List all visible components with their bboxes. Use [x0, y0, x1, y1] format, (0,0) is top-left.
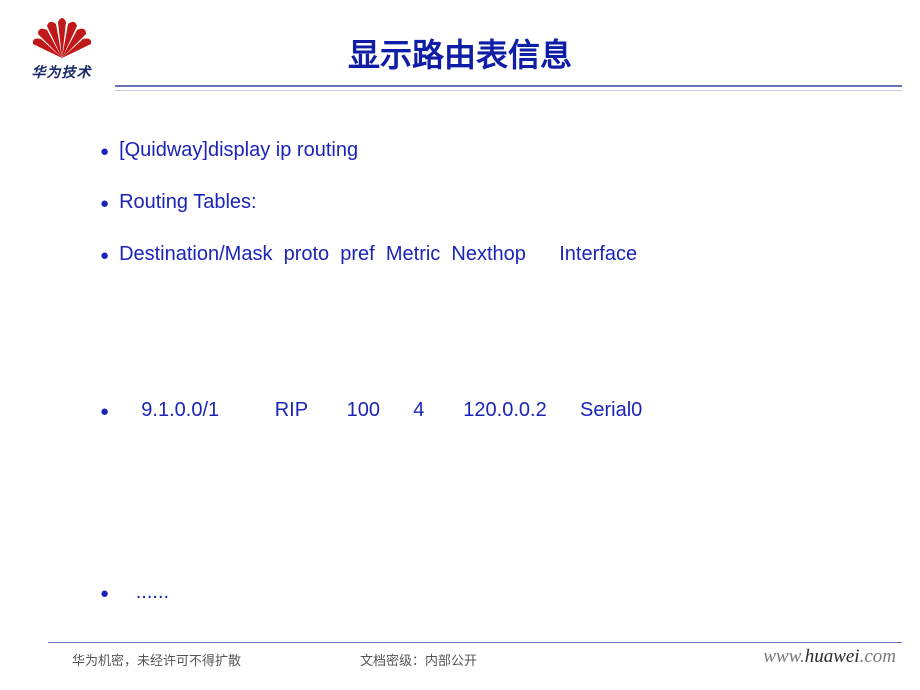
footer-confidential: 华为机密，未经许可不得扩散: [72, 650, 241, 669]
line-text: Routing Tables:: [119, 190, 257, 214]
line-text: 9.1.0.0/1 RIP 100 4 120.0.0.2 Serial0: [119, 398, 642, 422]
divider-thin: [115, 90, 902, 91]
slide-content: ● [Quidway]display ip routing ● Routing …: [100, 138, 880, 632]
url-suffix: .com: [860, 646, 896, 667]
footer-url: www.huawei.com: [763, 646, 896, 668]
line-text: Destination/Mask proto pref Metric Nexth…: [119, 242, 637, 266]
footer: 华为机密，未经许可不得扩散 文档密级：内部公开 www.huawei.com: [0, 642, 920, 672]
footer-classification: 文档密级：内部公开: [360, 650, 477, 669]
url-main: huawei: [805, 646, 860, 667]
bullet-icon: ●: [100, 192, 109, 216]
list-item: ● ......: [100, 580, 880, 606]
bullet-icon: ●: [100, 582, 109, 606]
spacer: [100, 450, 880, 580]
bullet-icon: ●: [100, 400, 109, 424]
bullet-icon: ●: [100, 244, 109, 268]
list-item: ● Routing Tables:: [100, 190, 880, 216]
list-item: ● 9.1.0.0/1 RIP 100 4 120.0.0.2 Serial0: [100, 398, 880, 424]
list-item: ● [Quidway]display ip routing: [100, 138, 880, 164]
bullet-icon: ●: [100, 140, 109, 164]
url-prefix: www.: [763, 646, 804, 667]
header: 华为技术 显示路由表信息: [0, 0, 920, 96]
list-item: ● Destination/Mask proto pref Metric Nex…: [100, 242, 880, 268]
footer-divider: [48, 642, 902, 643]
divider-thick: [115, 85, 902, 87]
page-title: 显示路由表信息: [0, 30, 920, 76]
line-text: ......: [119, 580, 169, 604]
line-text: [Quidway]display ip routing: [119, 138, 358, 162]
spacer: [100, 294, 880, 398]
